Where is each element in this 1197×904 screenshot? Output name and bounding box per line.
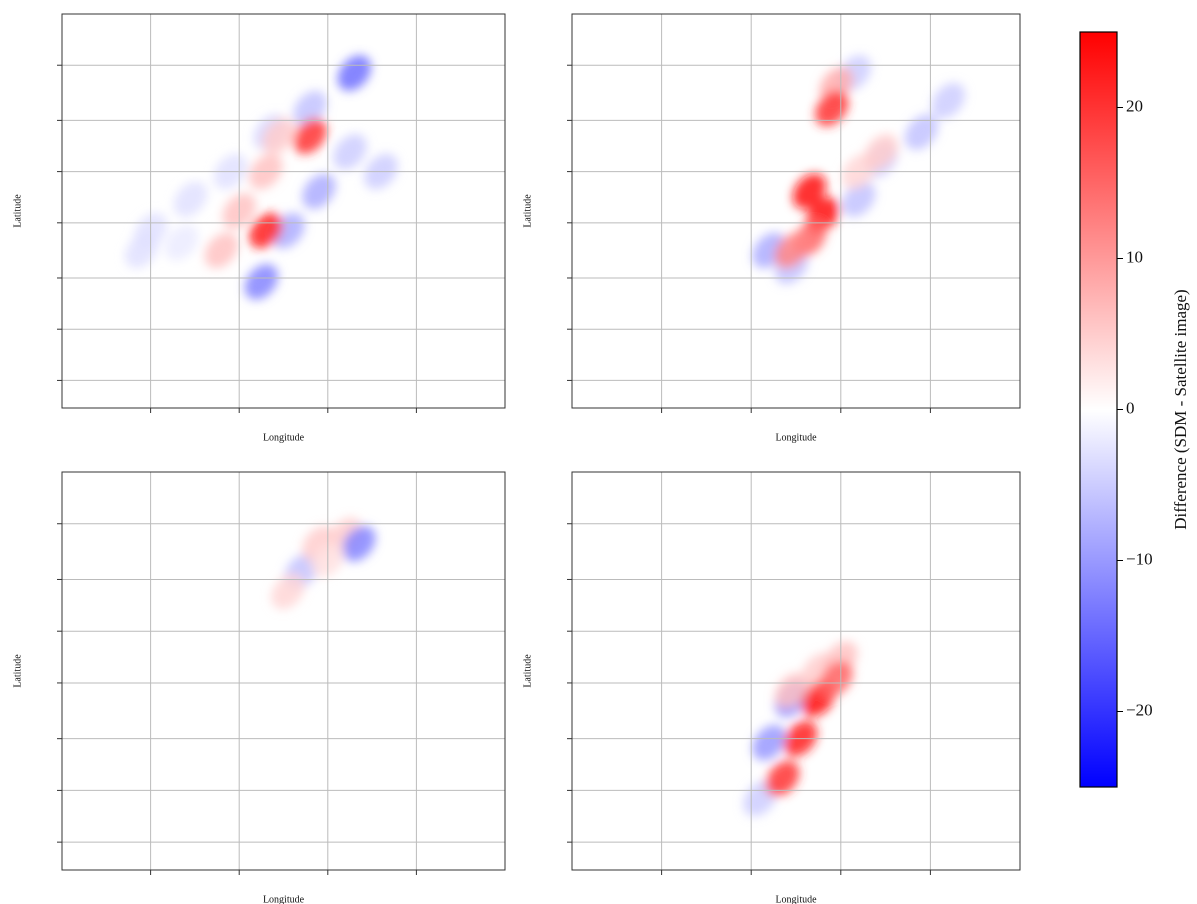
- heat-layer: [746, 49, 972, 291]
- y-axis-label: Latitude: [12, 194, 23, 228]
- heat-cell: [198, 226, 245, 275]
- colorbar-tick-label: 20: [1126, 96, 1143, 115]
- y-axis-label: Latitude: [522, 654, 533, 688]
- colorbar-tick-label: 0: [1126, 398, 1135, 417]
- y-axis-label: Latitude: [12, 654, 23, 688]
- colorbar-tick-label: −10: [1126, 549, 1153, 568]
- figure: Longitude Latitude Longitude Latitude Longit…: [0, 0, 1197, 904]
- axes-frame: [62, 472, 505, 870]
- colorbar-tick-label: −20: [1126, 700, 1153, 719]
- heat-cell: [238, 258, 285, 307]
- x-axis-label: Longitude: [775, 432, 817, 443]
- x-axis-label: Longitude: [775, 894, 817, 904]
- heat-cell: [295, 167, 342, 216]
- x-axis-label: Longitude: [263, 894, 305, 904]
- colorbar-label: Difference (SDM - Satellite image): [1171, 289, 1190, 529]
- heat-cell: [167, 175, 214, 224]
- y-axis-label: Latitude: [522, 194, 533, 228]
- heat-layer: [118, 49, 404, 306]
- heat-cell: [331, 49, 378, 98]
- x-axis-label: Longitude: [263, 432, 305, 443]
- axes-frame: [62, 14, 505, 408]
- heat-layer: [737, 635, 865, 823]
- colorbar: [1080, 32, 1117, 787]
- axes-frame: [572, 14, 1020, 408]
- axes-frame: [572, 472, 1020, 870]
- heat-layer: [264, 511, 382, 615]
- colorbar-tick-label: 10: [1126, 247, 1143, 266]
